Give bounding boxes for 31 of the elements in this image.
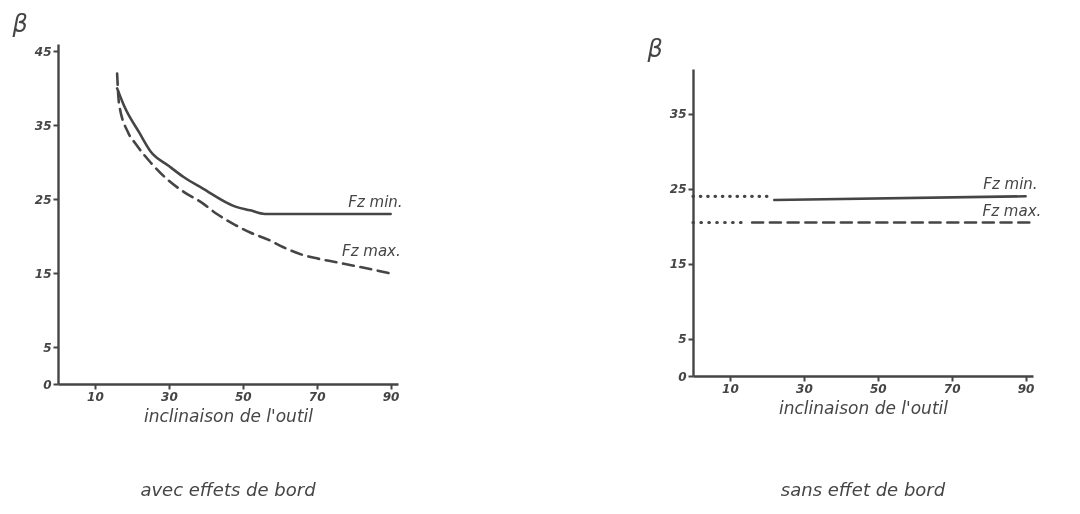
x-tick-label: 70 [308,389,326,404]
y-tick-label: 15 [669,257,687,272]
x-tick-label: 50 [869,381,887,396]
y-tick-label: 25 [34,192,52,207]
series-label: Fz min. [348,193,403,211]
y-tick-label: 0 [43,377,52,392]
x-axis-title: inclinaison de l'outil [779,397,949,418]
x-tick-label: 70 [943,381,961,396]
x-tick-label: 90 [382,389,400,404]
y-tick-label: 0 [678,369,687,384]
y-axis-title: β [11,9,28,38]
x-axis-title: inclinaison de l'outil [144,405,314,426]
text: sans effet de bord [780,479,946,500]
y-axis-title: β [646,34,663,63]
y-tick-label: 5 [43,340,52,355]
y-tick-label: 45 [33,44,52,59]
x-tick-label: 30 [796,381,813,396]
y-tick-label: 15 [34,266,52,281]
series-label: Fz max. [982,201,1042,220]
series-label: Fz max. [342,242,401,261]
text: avec effets de bord [140,479,317,500]
x-tick-label: 30 [161,389,178,404]
y-tick-label: 35 [669,107,687,122]
y-tick-label: 25 [669,182,687,197]
x-tick-label: 50 [234,389,252,404]
y-tick-label: 5 [678,332,687,347]
x-tick-label: 10 [87,389,104,404]
x-tick-label: 10 [722,381,739,396]
x-tick-label: 90 [1017,381,1035,396]
y-tick-label: 35 [34,118,52,133]
series-label: Fz min. [983,175,1038,194]
